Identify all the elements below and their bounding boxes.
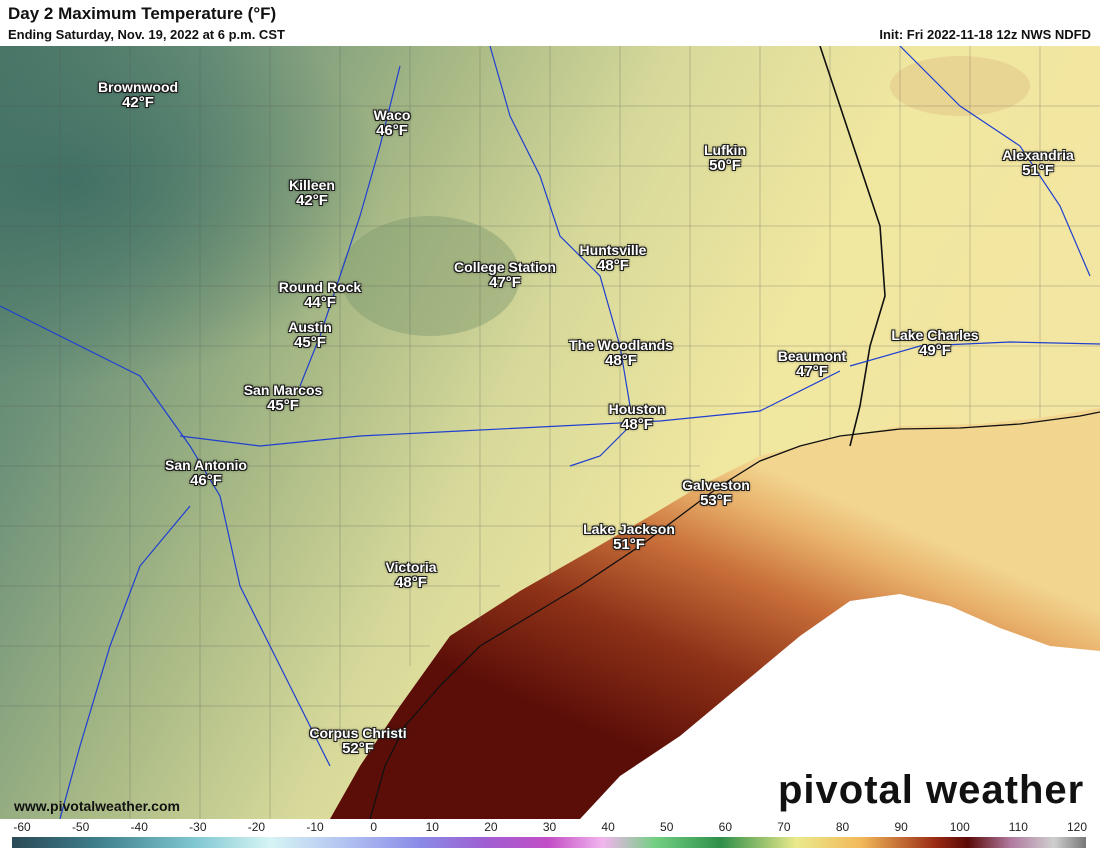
scale-tick-label: 110 — [1008, 820, 1028, 834]
map-title: Day 2 Maximum Temperature (°F) — [8, 4, 277, 23]
city-label: Corpus Christi 52°F — [309, 725, 407, 758]
city-name: Houston — [608, 401, 666, 417]
city-temperature: 48°F — [597, 257, 629, 275]
website-url[interactable]: www.pivotalweather.com — [14, 798, 180, 814]
city-name: Killeen — [289, 177, 335, 193]
city-label: Austin 45°F — [288, 319, 332, 352]
city-label: Waco 46°F — [373, 107, 411, 140]
city-name: Victoria — [385, 559, 437, 575]
city-label: Lake Jackson 51°F — [583, 521, 675, 554]
city-label: Houston 48°F — [608, 401, 666, 434]
city-name: Austin — [288, 319, 332, 335]
rivers — [0, 46, 1100, 819]
map-canvas — [0, 46, 1100, 819]
city-temperature: 47°F — [796, 363, 828, 381]
city-temperature: 51°F — [1022, 162, 1054, 180]
city-label: Victoria 48°F — [385, 559, 437, 592]
city-temperature: 45°F — [294, 334, 326, 352]
scale-tick-label: 100 — [949, 820, 970, 834]
city-temperature: 48°F — [605, 352, 637, 370]
city-name: Lake Jackson — [583, 521, 675, 537]
city-name: San Marcos — [243, 382, 323, 398]
city-temperature: 48°F — [621, 416, 653, 434]
city-name: Beaumont — [777, 348, 847, 364]
map-subtitle: Ending Saturday, Nov. 19, 2022 at 6 p.m.… — [8, 27, 285, 42]
city-label: Killeen 42°F — [289, 177, 335, 210]
city-temperature: 51°F — [613, 536, 645, 554]
scale-tick-label: 40 — [601, 820, 615, 834]
scale-tick-label: -20 — [247, 820, 266, 834]
city-temperature: 53°F — [700, 492, 732, 510]
city-name: Corpus Christi — [309, 725, 407, 741]
city-temperature: 50°F — [709, 157, 741, 175]
city-name: The Woodlands — [569, 337, 673, 353]
scale-tick-label: 80 — [835, 820, 850, 834]
scale-tick-label: -30 — [189, 820, 207, 834]
color-scale: -60 -50 -40 -30 -20 -10 0 10 20 30 40 50 60 70 80 90 100… — [0, 819, 1100, 850]
brand-logo-text: pivotal weather — [778, 768, 1085, 812]
city-label: Huntsville 48°F — [579, 242, 647, 275]
city-temperature: 44°F — [304, 294, 336, 312]
city-temperature: 46°F — [376, 122, 408, 140]
city-name: Brownwood — [97, 79, 179, 95]
city-name: San Antonio — [165, 457, 247, 473]
city-label: San Marcos 45°F — [243, 382, 323, 415]
city-label: College Station 47°F — [454, 259, 556, 292]
city-label: San Antonio 46°F — [165, 457, 247, 490]
header: Day 2 Maximum Temperature (°F) Ending Sa… — [0, 0, 1100, 46]
city-name: Waco — [373, 107, 411, 123]
city-label: Beaumont 47°F — [777, 348, 847, 381]
scale-tick-label: 90 — [894, 820, 908, 834]
city-label: Lufkin 50°F — [704, 142, 746, 175]
city-name: Galveston — [682, 477, 750, 493]
city-label: Alexandria 51°F — [1002, 147, 1074, 180]
scale-tick-label: 30 — [542, 820, 557, 834]
cold-region — [0, 46, 700, 496]
scale-tick-label: -10 — [306, 820, 324, 834]
city-name: Lake Charles — [891, 327, 979, 343]
city-temperature: 42°F — [296, 192, 328, 210]
city-temperature: 48°F — [395, 574, 427, 592]
city-name: College Station — [454, 259, 556, 275]
scale-tick-label: 50 — [660, 820, 674, 834]
city-name: Lufkin — [704, 142, 746, 158]
no-data-area — [580, 594, 1100, 819]
state-border — [819, 46, 886, 447]
scale-tick-label: 10 — [425, 820, 439, 834]
scale-tick-label: 0 — [370, 820, 377, 834]
coastline — [369, 411, 1100, 819]
scale-tick-label: 60 — [718, 820, 733, 834]
city-temperature: 47°F — [489, 274, 521, 292]
city-temperature: 45°F — [267, 397, 299, 415]
scale-tick-label: 70 — [777, 820, 791, 834]
scale-tick-labels: -60 -50 -40 -30 -20 -10 0 10 20 30 40 50 60 70 80 90 100… — [0, 820, 1100, 835]
temperature-map — [0, 46, 1100, 819]
scale-tick-label: -60 — [13, 820, 31, 834]
city-name: Huntsville — [579, 242, 647, 258]
county-lines — [0, 46, 1100, 819]
city-temperature: 46°F — [190, 472, 222, 490]
model-init-label: Init: Fri 2022-11-18 12z NWS NDFD — [879, 27, 1091, 42]
colorbar — [12, 837, 1086, 848]
cool-pocket — [340, 216, 520, 336]
warm-pocket — [890, 56, 1030, 116]
city-temperature: 42°F — [122, 94, 154, 112]
scale-tick-label: -40 — [130, 820, 148, 834]
city-label: The Woodlands 48°F — [569, 337, 673, 370]
city-name: Round Rock — [278, 279, 362, 295]
city-temperature: 52°F — [342, 740, 374, 758]
city-temperature: 49°F — [919, 342, 951, 360]
city-label: Brownwood 42°F — [97, 79, 179, 112]
city-label: Galveston 53°F — [682, 477, 750, 510]
scale-tick-label: 120 — [1066, 820, 1088, 834]
city-name: Alexandria — [1002, 147, 1074, 163]
city-label: Round Rock 44°F — [278, 279, 362, 312]
city-label: Lake Charles 49°F — [891, 327, 979, 360]
scale-tick-label: -50 — [71, 820, 90, 834]
scale-tick-label: 20 — [484, 820, 498, 834]
